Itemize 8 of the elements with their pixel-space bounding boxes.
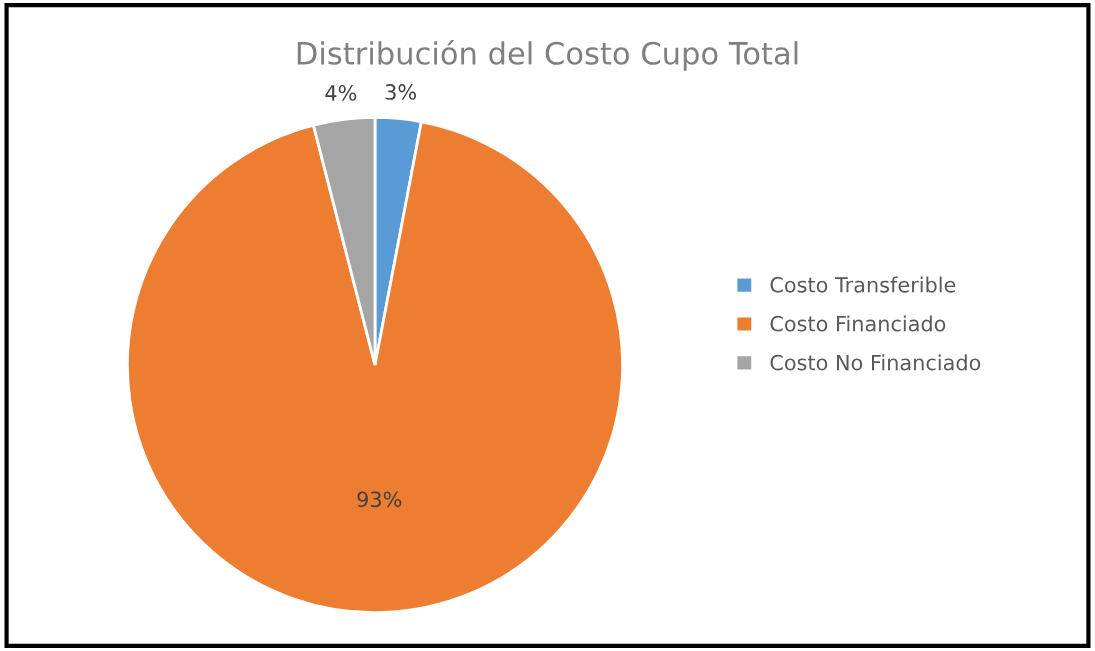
data-label: 3% [385,84,417,100]
legend-label: Costo Transferible [770,276,956,293]
data-label: 93% [357,491,402,508]
chart-title: Distribución del Costo Cupo Total [297,39,798,71]
pie-slice [126,120,624,615]
legend-label: Costo Financiado [770,315,946,332]
legend-label: Costo No Financiado [770,354,981,371]
data-label: 4% [325,85,357,101]
